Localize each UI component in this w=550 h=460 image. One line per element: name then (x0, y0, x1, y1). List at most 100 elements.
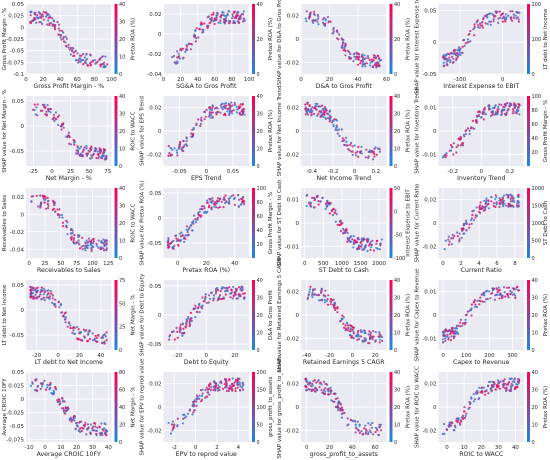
scatter-point (37, 205, 40, 208)
scatter-point (458, 232, 461, 235)
scatter-point (58, 208, 61, 211)
scatter-point (468, 129, 471, 132)
scatter-point (47, 16, 50, 19)
scatter-point (488, 290, 491, 293)
dependence-plot-17: -10 0 10 20 30 40-0.075-0.05-0.02500.0250.05A… (2, 370, 137, 458)
scatter-point (84, 244, 87, 247)
scatter-point (480, 387, 483, 390)
scatter-point (341, 43, 344, 47)
scatter-point (225, 289, 228, 292)
scatter-point (219, 294, 222, 297)
scatter-point (489, 20, 492, 23)
scatter-point (371, 239, 374, 242)
scatter-point (183, 240, 186, 243)
scatter-point (371, 65, 374, 68)
scatter-point (85, 147, 88, 150)
scatter-point (483, 390, 487, 393)
scatter-point (475, 214, 479, 217)
scatter-point (322, 115, 325, 118)
scatter-point (65, 219, 68, 222)
scatter-point (33, 103, 36, 106)
scatter-point (336, 31, 339, 34)
scatter-point (173, 423, 176, 426)
scatter-point (36, 296, 39, 299)
scatter-point (168, 335, 171, 338)
x-tick-label: 0 (194, 445, 198, 451)
colorbar (114, 280, 118, 350)
scatter-point (241, 110, 244, 114)
scatter-point (200, 116, 203, 119)
scatter-point (95, 157, 98, 160)
scatter-point (336, 223, 339, 226)
scatter-point (44, 15, 48, 18)
scatter-point (185, 43, 188, 47)
scatter-point (213, 107, 217, 110)
scatter-point (349, 143, 352, 147)
scatter-point (514, 14, 517, 17)
scatter-point (447, 338, 450, 341)
x-axis-label: LT debt to Net Income (35, 359, 103, 366)
scatter-point (42, 296, 46, 299)
scatter-point (62, 399, 65, 403)
y-tick-label: 0 (433, 221, 437, 227)
scatter-point (213, 22, 216, 26)
scatter-point (509, 200, 513, 203)
scatter-point (48, 24, 51, 27)
colorbar-tick-label: 0 (257, 72, 260, 78)
scatter-point (447, 235, 450, 238)
x-axis-label: Receivables to Sales (37, 267, 101, 274)
scatter-point (93, 422, 96, 425)
scatter-point (59, 402, 62, 405)
scatter-point (311, 291, 314, 295)
scatter-point (506, 109, 509, 112)
y-tick-label: -0.025 (6, 37, 24, 43)
colorbar (389, 280, 393, 350)
colorbar-tick-label: 0 (394, 348, 397, 354)
scatter-point (517, 20, 521, 23)
scatter-point (185, 415, 188, 418)
scatter-point (207, 115, 211, 118)
scatter-point (232, 285, 235, 289)
scatter-point (241, 20, 245, 23)
scatter-point (510, 382, 513, 386)
scatter-point (517, 105, 520, 108)
scatter-point (218, 198, 221, 201)
scatter-point (352, 246, 355, 249)
scatter-point (57, 301, 60, 304)
scatter-point (83, 146, 86, 149)
x-tick-label: 20 (231, 353, 238, 359)
scatter-point (51, 297, 55, 300)
scatter-point (200, 205, 204, 208)
scatter-point (181, 149, 184, 152)
colorbar-tick-label: 0 (119, 164, 122, 170)
colorbar-label: Net Margin - % (131, 387, 137, 428)
scatter-point (241, 102, 244, 105)
scatter-point (100, 56, 103, 59)
scatter-point (179, 140, 182, 144)
scatter-point (90, 154, 93, 157)
scatter-point (178, 329, 181, 332)
colorbar-tick-label: 20 (257, 313, 263, 319)
scatter-point (361, 248, 364, 251)
scatter-point (477, 398, 480, 401)
scatter-point (364, 156, 367, 159)
scatter-point (341, 317, 344, 321)
scatter-point (223, 196, 226, 199)
scatter-point (327, 390, 330, 393)
scatter-point (49, 381, 52, 385)
colorbar-label: gross_profit_to_assets (268, 377, 274, 438)
scatter-point (89, 63, 92, 67)
x-tick-label: 80 (91, 77, 98, 83)
scatter-point (207, 301, 210, 304)
colorbar-label: Pretax ROA (%) (406, 386, 412, 428)
scatter-point (231, 13, 234, 16)
scatter-point (222, 198, 225, 201)
scatter-point (42, 10, 45, 13)
scatter-point (472, 218, 476, 222)
scatter-point (41, 103, 45, 106)
scatter-point (340, 221, 343, 224)
y-tick-label: 0.01 (424, 290, 436, 296)
scatter-point (332, 303, 335, 306)
scatter-point (472, 301, 475, 304)
